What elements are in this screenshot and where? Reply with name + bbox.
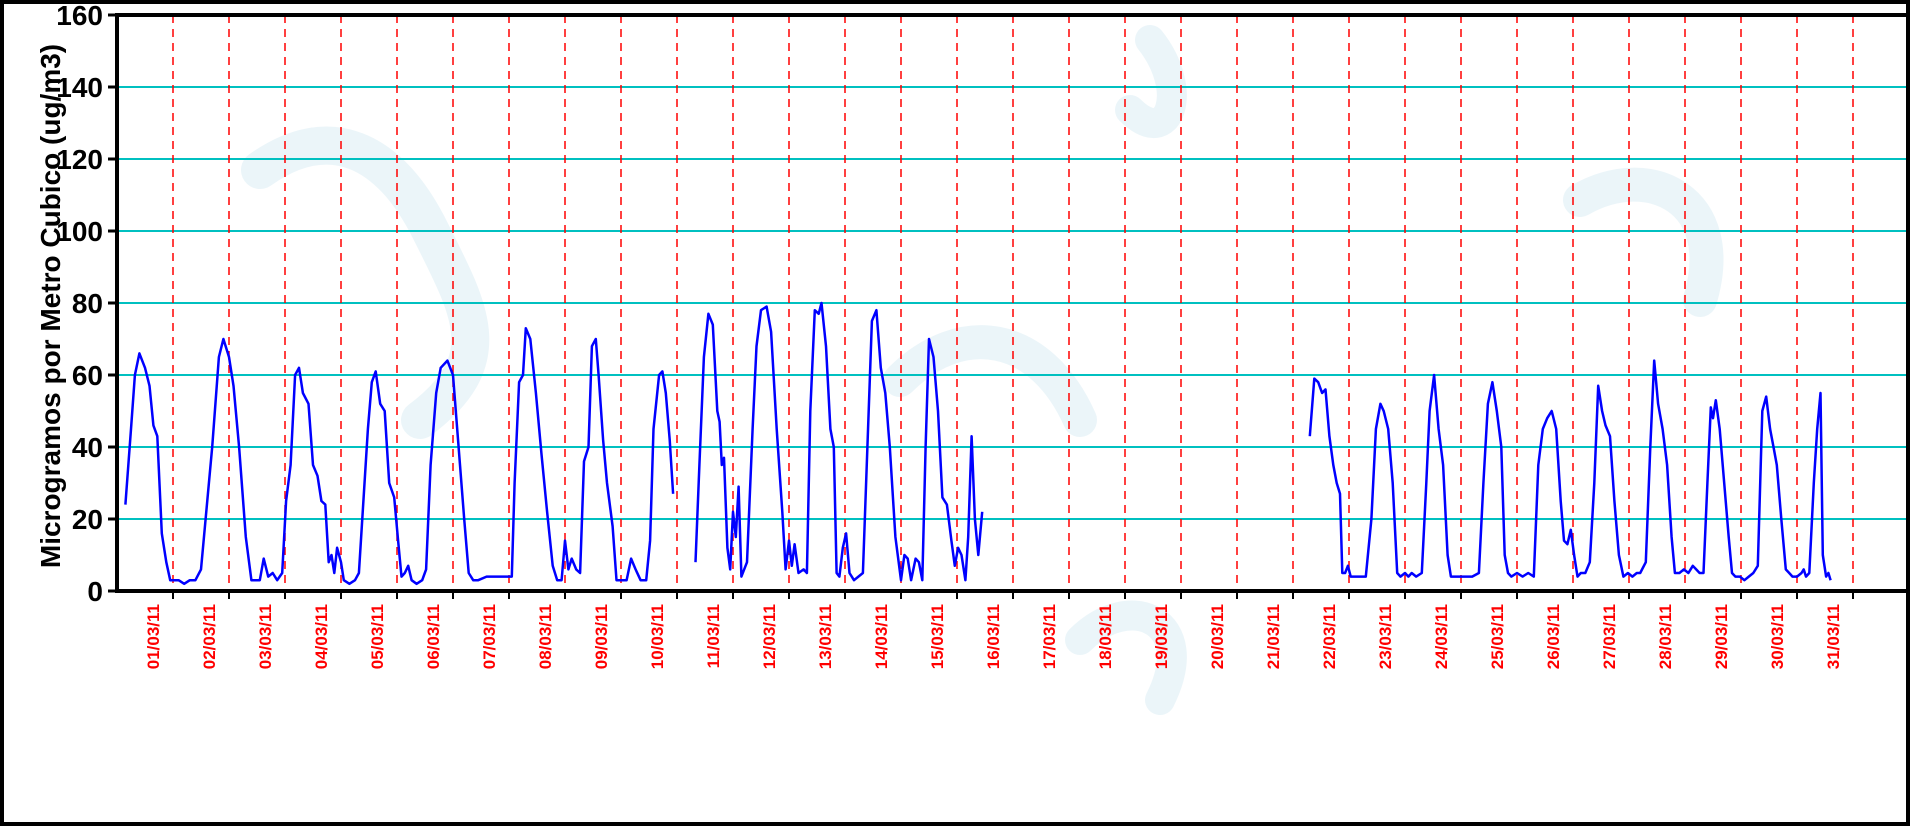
x-tick-label: 22/03/11 xyxy=(1320,604,1339,669)
x-tick-label: 10/03/11 xyxy=(648,604,667,669)
x-tick-label: 19/03/11 xyxy=(1152,604,1171,669)
y-tick-label: 80 xyxy=(72,288,103,319)
x-tick-label: 02/03/11 xyxy=(200,604,219,669)
series-lines xyxy=(124,301,1832,586)
y-tick-label: 20 xyxy=(72,504,103,535)
x-tick-label: 04/03/11 xyxy=(312,604,331,669)
x-tick-label: 07/03/11 xyxy=(480,604,499,669)
x-tick-label: 23/03/11 xyxy=(1376,604,1395,669)
x-tick-label: 29/03/11 xyxy=(1712,604,1731,669)
y-axis-tick-labels: 0 20 40 60 80 100 120 140 160 xyxy=(56,0,103,607)
x-tick-label: 09/03/11 xyxy=(592,604,611,669)
y-tick-label: 0 xyxy=(87,576,103,607)
x-tick-label: 25/03/11 xyxy=(1488,604,1507,669)
x-tick-label: 12/03/11 xyxy=(760,604,779,669)
x-tick-label: 01/03/11 xyxy=(144,604,163,669)
x-tick-label: 30/03/11 xyxy=(1768,604,1787,669)
x-tick-label: 24/03/11 xyxy=(1432,604,1451,669)
x-tick-label: 26/03/11 xyxy=(1544,604,1563,669)
series-line xyxy=(694,301,984,582)
background-watermark xyxy=(241,25,1724,715)
y-tick-label: 160 xyxy=(56,0,103,31)
x-tick-label: 14/03/11 xyxy=(872,604,891,669)
x-tick-label: 05/03/11 xyxy=(368,604,387,669)
x-tick-label: 28/03/11 xyxy=(1656,604,1675,669)
x-tick-label: 16/03/11 xyxy=(984,604,1003,669)
x-tick-label: 11/03/11 xyxy=(704,604,723,668)
y-tick-label: 100 xyxy=(56,216,103,247)
x-tick-label: 18/03/11 xyxy=(1096,604,1115,669)
x-tick-label: 20/03/11 xyxy=(1208,604,1227,669)
x-tick-label: 15/03/11 xyxy=(928,604,947,669)
x-tick-label: 31/03/11 xyxy=(1824,604,1843,669)
vertical-gridlines xyxy=(172,15,1854,591)
x-tick-label: 27/03/11 xyxy=(1600,604,1619,669)
x-tick-label: 06/03/11 xyxy=(424,604,443,669)
x-tick-label: 08/03/11 xyxy=(536,604,555,669)
y-tick-label: 40 xyxy=(72,432,103,463)
y-tick-label: 120 xyxy=(56,144,103,175)
x-tick-label: 03/03/11 xyxy=(256,604,275,669)
y-axis-label: Microgramos por Metro Cubico (ug/m3) xyxy=(35,44,66,568)
series-line xyxy=(1308,359,1832,582)
y-tick-label: 140 xyxy=(56,72,103,103)
series-line xyxy=(124,326,675,586)
x-tick-label: 17/03/11 xyxy=(1040,604,1059,669)
x-tick-label: 13/03/11 xyxy=(816,604,835,669)
y-tick-label: 60 xyxy=(72,360,103,391)
x-axis-tick-labels: 01/03/11 02/03/11 03/03/11 04/03/11 05/03/11… xyxy=(144,604,1843,669)
x-tick-label: 21/03/11 xyxy=(1264,604,1283,669)
